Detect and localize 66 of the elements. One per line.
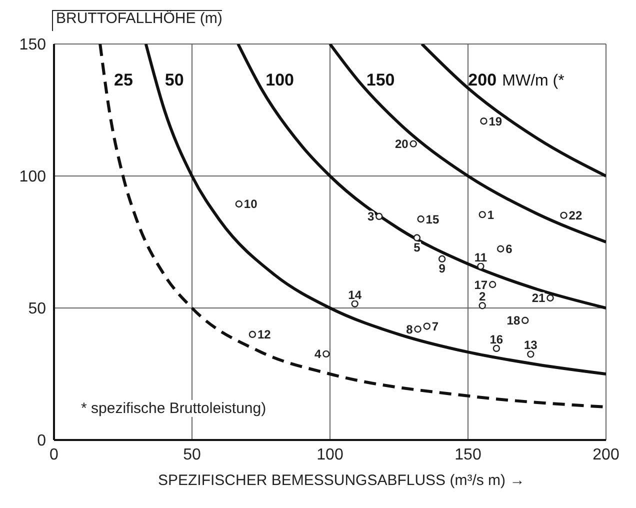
point: [488, 280, 496, 288]
annotation: MW/m (*: [502, 72, 564, 90]
annotation: 6: [506, 242, 513, 256]
line-series: [144, 44, 606, 376]
point: [560, 212, 568, 219]
point: [413, 234, 421, 242]
annotation: 17: [474, 278, 488, 292]
annotation: * spezifische Bruttoleistung): [78, 400, 270, 417]
point: [410, 140, 417, 148]
annotation: 10: [244, 197, 258, 212]
line-series: [328, 44, 606, 244]
y-tick-label: 150: [19, 36, 46, 54]
series-label: 25: [114, 70, 133, 90]
point: [417, 215, 424, 223]
y-tick-label: 50: [28, 300, 46, 318]
point: [477, 262, 484, 270]
point: [478, 210, 486, 218]
series-label: 50: [164, 70, 184, 90]
annotation: 2: [479, 290, 486, 304]
point: [492, 344, 500, 352]
point: [414, 326, 422, 333]
y-tick-label: 100: [19, 168, 46, 186]
annotation: 19: [488, 114, 502, 128]
point: [322, 350, 330, 358]
annotation: 9: [438, 261, 446, 276]
annotation: 4: [314, 347, 322, 362]
annotation: 21: [532, 291, 546, 306]
point: [235, 200, 243, 208]
point: [478, 302, 486, 310]
series-label: 150: [366, 70, 395, 90]
annotation: 3: [367, 210, 374, 224]
annotation: 1: [487, 208, 494, 222]
point: [496, 245, 504, 252]
annotation: 13: [524, 338, 538, 352]
x-tick-label: 150: [454, 446, 482, 464]
point: [423, 322, 430, 330]
point: [438, 255, 446, 262]
series-label: 200: [468, 70, 497, 90]
y-tick-label: 0: [37, 432, 46, 450]
annotation: 14: [348, 288, 362, 302]
point: [351, 300, 358, 308]
line-series: [420, 44, 606, 178]
annotation: 12: [257, 328, 272, 342]
point: [376, 212, 383, 220]
x-tick-label: 200: [592, 446, 620, 464]
annotation: 5: [414, 240, 421, 254]
x-tick-label: 0: [50, 446, 59, 464]
annotation: 16: [490, 332, 504, 346]
annotation: 22: [568, 208, 582, 223]
point: [527, 350, 534, 358]
x-tick-label: 50: [183, 446, 201, 464]
series-label: 100: [266, 70, 294, 90]
line-series: [236, 44, 606, 310]
point: [248, 330, 256, 338]
annotation: 18: [506, 314, 520, 328]
annotation: 15: [426, 212, 440, 226]
point: [480, 117, 488, 125]
annotation: 20: [394, 137, 409, 152]
x-axis-title: SPEZIFISCHER BEMESSUNGSABFLUSS (m³/s m) →: [158, 472, 525, 489]
annotation: 8: [406, 322, 414, 336]
point: [546, 294, 554, 302]
x-tick-label: 100: [316, 446, 344, 464]
annotation: 11: [474, 250, 488, 264]
y-axis-title: BRUTTOFALLHÖHE (m): [52, 10, 222, 31]
annotation: 7: [432, 319, 439, 334]
point: [522, 316, 529, 324]
